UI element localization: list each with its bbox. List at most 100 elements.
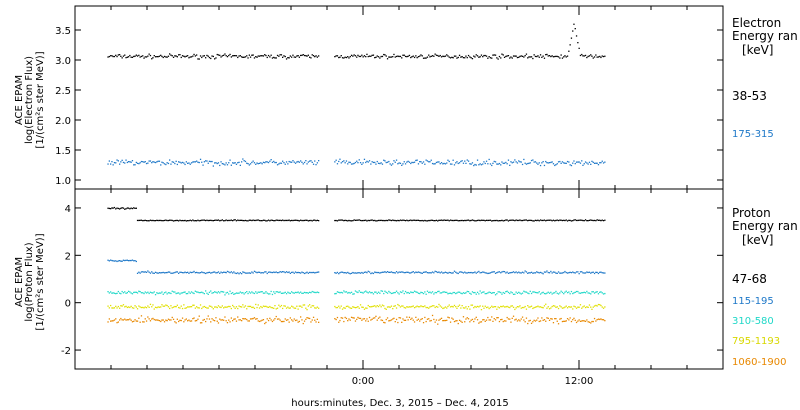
proton-point <box>402 290 404 292</box>
proton-point <box>214 291 216 293</box>
proton-point <box>297 271 299 274</box>
electron-point <box>545 54 547 56</box>
electron-point <box>241 161 243 163</box>
proton-point <box>509 219 511 221</box>
proton-point <box>496 317 498 319</box>
proton-point <box>154 271 157 273</box>
proton-point <box>212 308 214 310</box>
proton-point <box>478 306 480 308</box>
proton-point <box>196 271 198 274</box>
proton-point <box>543 292 546 295</box>
electron-point <box>278 55 280 57</box>
proton-point <box>533 272 535 274</box>
electron-point <box>303 161 306 164</box>
proton-point <box>371 272 373 274</box>
proton-point <box>120 260 122 262</box>
proton-point <box>424 316 426 319</box>
electron-point <box>503 56 506 58</box>
electron-point <box>316 162 318 164</box>
electron-point <box>120 55 122 57</box>
proton-point <box>458 271 461 273</box>
proton-point <box>479 321 481 323</box>
proton-point <box>533 220 535 222</box>
proton-point <box>278 318 280 320</box>
proton-point <box>243 220 245 222</box>
proton-point <box>466 219 468 221</box>
proton-point <box>359 304 362 306</box>
proton-point <box>225 272 227 274</box>
proton-point <box>116 292 118 294</box>
proton-point <box>267 219 270 221</box>
proton-point <box>124 306 126 308</box>
proton-legend-unit: [keV] <box>742 233 773 247</box>
electron-point <box>505 55 507 58</box>
proton-point <box>280 320 283 323</box>
proton-point <box>202 292 204 294</box>
proton-point <box>596 219 598 221</box>
proton-point <box>223 307 225 309</box>
proton-point <box>108 318 110 320</box>
proton-series-115-195 <box>107 259 606 275</box>
proton-point <box>252 272 254 274</box>
proton-point <box>257 271 259 273</box>
proton-point <box>174 291 176 293</box>
proton-point <box>362 318 364 320</box>
electron-point <box>458 54 461 56</box>
proton-point <box>492 306 494 308</box>
electron-point <box>415 159 417 162</box>
electron-point <box>242 158 244 160</box>
electron-point <box>593 56 596 58</box>
electron-point <box>556 55 558 58</box>
proton-point <box>224 220 226 222</box>
proton-point <box>545 303 547 305</box>
proton-point <box>514 272 516 274</box>
proton-point <box>122 319 125 321</box>
proton-point <box>314 291 316 294</box>
proton-point <box>130 319 132 321</box>
proton-point <box>300 291 302 293</box>
electron-point <box>411 56 413 58</box>
proton-point <box>153 272 155 274</box>
proton-point <box>135 320 137 322</box>
proton-point <box>188 306 190 308</box>
proton-point <box>282 271 284 273</box>
proton-point <box>125 305 127 307</box>
electron-point <box>174 55 176 57</box>
proton-point <box>129 318 131 320</box>
proton-point <box>142 306 144 309</box>
proton-point <box>243 293 245 295</box>
proton-point <box>547 271 549 274</box>
electron-point <box>312 163 315 165</box>
electron-point <box>390 164 393 166</box>
electron-point <box>145 162 148 165</box>
proton-point <box>543 305 546 307</box>
electron-point <box>140 55 143 58</box>
proton-point <box>383 321 385 324</box>
proton-point <box>188 291 190 293</box>
proton-point <box>306 317 308 319</box>
electron-point <box>184 163 186 166</box>
electron-point <box>348 161 350 163</box>
electron-point <box>397 163 399 165</box>
proton-point <box>541 306 543 309</box>
proton-point <box>193 304 195 306</box>
proton-point <box>310 306 312 308</box>
electron-point <box>583 55 585 57</box>
proton-point <box>514 220 516 222</box>
proton-point <box>498 291 501 293</box>
electron-point <box>512 161 515 163</box>
proton-point <box>129 259 131 262</box>
proton-point <box>113 260 116 262</box>
electron-point <box>232 55 234 57</box>
proton-point <box>546 317 548 319</box>
electron-point <box>119 163 121 165</box>
electron-point <box>510 56 512 58</box>
electron-point <box>210 160 212 163</box>
proton-point <box>524 219 526 221</box>
proton-point <box>148 306 150 308</box>
proton-point <box>228 305 230 308</box>
proton-point <box>210 290 212 292</box>
proton-point <box>370 272 372 275</box>
proton-point <box>532 307 534 310</box>
proton-point <box>302 304 304 306</box>
